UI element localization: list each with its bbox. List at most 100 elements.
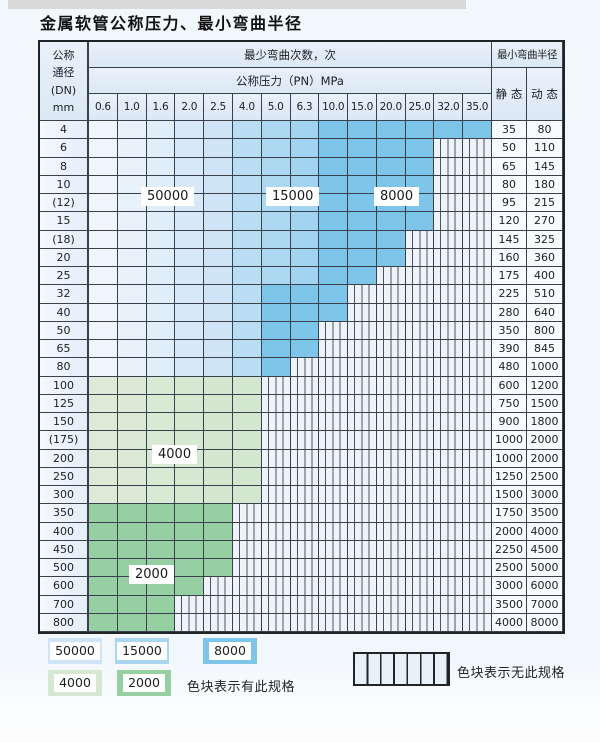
spec-zone-cell [232,413,262,432]
spec-zone-cell [175,376,205,395]
spec-zone-cell [117,139,147,158]
no-spec-cell [232,504,262,523]
spec-zone-cell [175,358,205,377]
spec-zone-cell [146,303,176,322]
spec-zone-cell [204,467,233,486]
spec-zone-cell [117,267,147,286]
dn-cell: 300 [40,486,89,505]
spec-zone-cell [232,248,262,267]
spec-zone-cell [319,267,349,286]
no-spec-cell [319,358,349,377]
static-radius-cell: 50 [492,139,527,158]
spec-zone-cell [89,504,118,523]
spec-zone-cell [117,157,147,176]
spec-zone-cell [117,394,147,413]
scan-gray-strip [8,0,466,9]
nominal-pressure-header: 公称压力（PN）MPa [89,68,492,94]
spec-zone-cell [89,376,118,395]
spec-zone-cell [290,321,320,340]
spec-zone-cell [117,376,147,395]
no-spec-cell [463,194,492,213]
spec-zone-cell [175,559,205,578]
spec-zone-cell [319,230,349,249]
spec-zone-cell [290,248,320,267]
no-spec-cell [319,321,349,340]
spec-zone-cell [146,522,176,541]
static-radius-cell: 750 [492,394,527,413]
spec-zone-cell [89,194,118,213]
spec-zone-cell [319,194,349,213]
static-radius-cell: 35 [492,121,527,140]
spec-zone-cell [117,467,147,486]
spec-zone-cell [204,358,233,377]
no-spec-cell [405,559,435,578]
spec-zone-cell [261,230,291,249]
no-spec-cell [319,577,349,596]
page-title: 金属软管公称压力、最小弯曲半径 [40,14,303,33]
dn-cell: 400 [40,522,89,541]
spec-zone-cell [146,394,176,413]
no-spec-cell [319,376,349,395]
pressure-tick: 25.0 [405,94,435,121]
no-spec-cell [290,577,320,596]
legend-swatch-value: 8000 [209,642,251,660]
spec-zone-cell [319,285,349,304]
spec-zone-cell [434,121,464,140]
spec-zone-cell [89,449,118,468]
no-spec-cell [434,486,464,505]
no-spec-cell [348,613,377,632]
no-spec-cell [376,285,406,304]
no-spec-cell [405,413,435,432]
spec-zone-cell [261,157,291,176]
spec-zone-cell [319,303,349,322]
no-spec-cell [434,285,464,304]
no-spec-cell [261,431,291,450]
dynamic-radius-cell: 3500 [527,504,563,523]
spec-zone-cell [261,358,291,377]
dynamic-radius-cell: 1800 [527,413,563,432]
spec-zone-cell [117,486,147,505]
no-spec-cell [463,303,492,322]
static-radius-cell: 3500 [492,595,527,614]
spec-zone-cell [146,248,176,267]
no-spec-cell [405,486,435,505]
no-spec-cell [261,577,291,596]
no-spec-cell [434,267,464,286]
dn-header-line: 通径 [52,66,75,79]
no-spec-cell [405,467,435,486]
no-spec-cell [434,540,464,559]
dynamic-radius-cell: 145 [527,157,563,176]
no-spec-cell [376,394,406,413]
spec-zone-cell [232,267,262,286]
static-radius-cell: 1250 [492,467,527,486]
no-spec-cell [204,613,233,632]
no-spec-cell [319,559,349,578]
no-spec-cell [319,340,349,359]
no-spec-cell [463,467,492,486]
static-radius-cell: 600 [492,376,527,395]
spec-zone-cell [204,486,233,505]
dn-cell: 450 [40,540,89,559]
dynamic-radius-cell: 2000 [527,449,563,468]
spec-zone-cell [232,157,262,176]
legend-swatch: 8000 [203,638,257,664]
no-spec-cell [376,376,406,395]
no-spec-cell [319,522,349,541]
spec-zone-cell [261,340,291,359]
no-spec-cell [319,413,349,432]
dynamic-radius-cell: 8000 [527,613,563,632]
dn-cell: 150 [40,413,89,432]
spec-zone-cell [348,212,377,231]
spec-zone-cell [89,285,118,304]
no-spec-cell [290,394,320,413]
dn-cell: 20 [40,248,89,267]
spec-zone-cell [290,212,320,231]
spec-zone-cell [204,248,233,267]
dynamic-radius-cell: 360 [527,248,563,267]
spec-zone-cell [204,212,233,231]
no-spec-cell [290,449,320,468]
spec-zone-cell [232,449,262,468]
spec-zone-cell [89,267,118,286]
zone-value-label: 4000 [152,445,198,464]
no-spec-cell [434,413,464,432]
